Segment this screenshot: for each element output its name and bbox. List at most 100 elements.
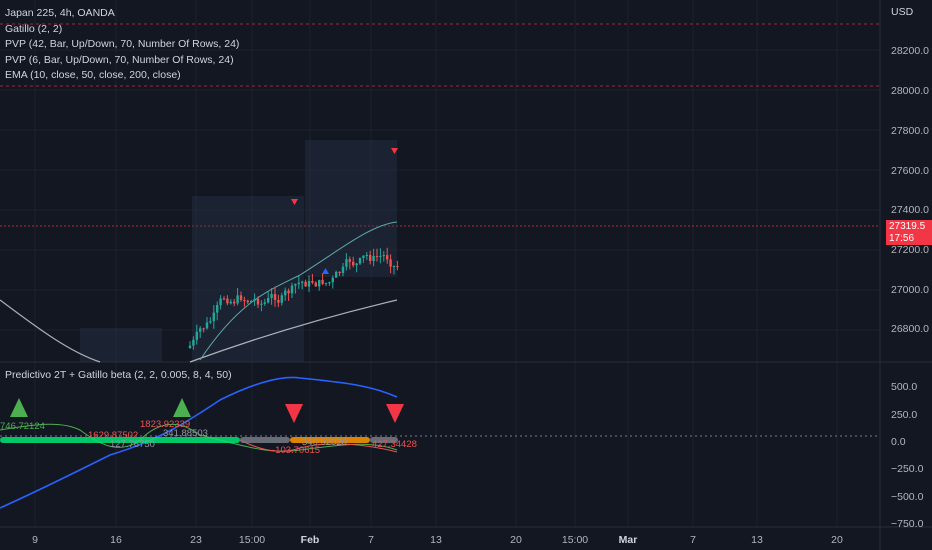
candle-body [290, 285, 294, 294]
study-pvp-6[interactable]: PVP (6, Bar, Up/Down, 70, Number Of Rows… [5, 53, 234, 66]
value-annotation: 340.92020 [302, 437, 347, 448]
value-annotation: 341.88503 [163, 428, 208, 439]
candle-body [277, 299, 280, 303]
candle-body [236, 295, 239, 304]
indicator-tick: −750.0 [891, 518, 924, 530]
candle-body [246, 300, 249, 303]
candle-body [284, 290, 287, 296]
candle-body [328, 282, 331, 284]
candle-body [260, 303, 263, 305]
study-pvp-42[interactable]: PVP (42, Bar, Up/Down, 70, Number Of Row… [5, 38, 240, 50]
volume-profile-box [192, 196, 304, 362]
candle-body [311, 280, 314, 283]
candle-body [318, 279, 321, 287]
candle-body [301, 281, 304, 283]
state-ribbon-segment [290, 437, 370, 443]
candle-body [212, 312, 215, 322]
main-legend: Japan 225, 4h, OANDA Gatillo (2, 2) PVP … [5, 6, 239, 84]
value-annotation: 746.72124 [0, 421, 45, 432]
candle-body [229, 301, 232, 304]
ema-50-line [199, 221, 398, 361]
candle-body [382, 255, 385, 257]
price-tick: 27400.0 [891, 204, 929, 216]
study-gatillo[interactable]: Gatillo (2, 2) [5, 22, 63, 35]
value-annotation: 1823.92339 [140, 419, 191, 430]
price-tick: 27000.0 [891, 284, 929, 296]
candle-body [307, 280, 311, 287]
indicator-legend[interactable]: Predictivo 2T + Gatillo beta (2, 2, 0.00… [5, 369, 232, 381]
value-annotation: 127.76750 [110, 439, 155, 450]
state-ribbon-segment [370, 437, 398, 443]
time-tick: 9 [32, 534, 38, 546]
candle-body [314, 282, 317, 287]
time-tick: Mar [618, 534, 638, 546]
last-price-tag: 27319.5 17:56 [886, 220, 932, 245]
volume-profile-box [80, 328, 162, 362]
candle-body [243, 299, 246, 301]
indicator-tick: 500.0 [891, 381, 918, 393]
candle-body [270, 294, 273, 298]
currency-label[interactable]: USD [891, 6, 914, 18]
candle-body [352, 261, 355, 266]
ema-200-line [0, 299, 398, 363]
candle-body [338, 271, 341, 273]
buy-signal-marker [322, 268, 329, 274]
candle-body [219, 298, 222, 306]
bear-signal-marker [285, 404, 303, 423]
candle-body [195, 331, 198, 340]
candle-body [304, 281, 307, 287]
candle-body [369, 255, 372, 261]
indicator-tick: −250.0 [891, 463, 924, 475]
candle-body [331, 277, 334, 283]
time-tick: 13 [751, 534, 763, 546]
time-tick: 15:00 [561, 534, 589, 546]
candle-body [267, 297, 270, 303]
candle-body [375, 255, 379, 257]
candle-body [392, 266, 396, 268]
candle-body [362, 255, 365, 258]
predictive-line [0, 376, 398, 509]
time-tick: 13 [430, 534, 442, 546]
indicator-tick: 250.0 [891, 409, 918, 421]
candle-body [233, 301, 236, 304]
time-tick: 20 [831, 534, 843, 546]
gatillo-line [0, 423, 398, 452]
last-price-value: 27319.5 [889, 221, 926, 232]
time-tick: Feb [300, 534, 320, 546]
sell-signal-marker [291, 199, 298, 205]
candle-body [202, 328, 205, 330]
candle-body [256, 298, 260, 305]
candle-body [273, 294, 277, 300]
value-annotation: -103.70615 [272, 445, 321, 456]
bull-signal-marker [10, 398, 28, 417]
bar-countdown: 17:56 [889, 233, 915, 244]
gatillo-red-line [239, 439, 398, 453]
study-ema[interactable]: EMA (10, close, 50, close, 200, close) [5, 69, 181, 81]
price-tick: 27600.0 [891, 165, 929, 177]
candle-body [199, 328, 202, 332]
candle-body [222, 298, 226, 300]
value-annotation: 1629.87502 [88, 430, 139, 441]
price-tick: 27800.0 [891, 125, 929, 137]
state-ribbon-segment [0, 437, 240, 443]
time-tick: 7 [690, 534, 696, 546]
candle-body [287, 290, 290, 294]
candle-body [294, 284, 297, 286]
candle-body [192, 339, 195, 346]
candle-body [358, 257, 362, 264]
time-tick: 15:00 [238, 534, 266, 546]
candle-body [321, 279, 324, 284]
candle-body [216, 305, 219, 313]
bull-signal-marker [173, 398, 191, 417]
candle-body [355, 263, 358, 266]
candle-body [372, 255, 375, 261]
candle-body [253, 298, 256, 301]
candle-body [389, 259, 392, 267]
candle-body [205, 322, 209, 329]
symbol-title[interactable]: Japan 225, 4h, OANDA [5, 7, 115, 19]
price-tick: 26800.0 [891, 323, 929, 335]
candle-body [341, 266, 345, 273]
candle-body [250, 300, 253, 303]
